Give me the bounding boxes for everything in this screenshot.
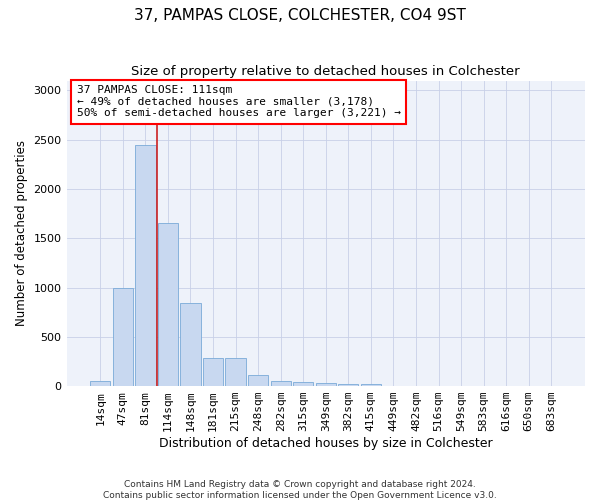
Bar bbox=[338, 384, 358, 386]
Bar bbox=[158, 224, 178, 386]
Bar bbox=[181, 304, 200, 386]
Bar bbox=[226, 358, 246, 386]
Bar bbox=[316, 382, 336, 386]
Text: Contains HM Land Registry data © Crown copyright and database right 2024.
Contai: Contains HM Land Registry data © Crown c… bbox=[103, 480, 497, 500]
Text: 37 PAMPAS CLOSE: 111sqm
← 49% of detached houses are smaller (3,178)
50% of semi: 37 PAMPAS CLOSE: 111sqm ← 49% of detache… bbox=[77, 85, 401, 118]
Bar bbox=[248, 374, 268, 386]
Bar bbox=[361, 384, 381, 386]
Bar bbox=[203, 358, 223, 386]
Y-axis label: Number of detached properties: Number of detached properties bbox=[15, 140, 28, 326]
Bar bbox=[113, 288, 133, 386]
Bar bbox=[271, 380, 291, 386]
Bar bbox=[90, 380, 110, 386]
Bar bbox=[293, 382, 313, 386]
Bar bbox=[135, 144, 155, 386]
Text: 37, PAMPAS CLOSE, COLCHESTER, CO4 9ST: 37, PAMPAS CLOSE, COLCHESTER, CO4 9ST bbox=[134, 8, 466, 22]
Title: Size of property relative to detached houses in Colchester: Size of property relative to detached ho… bbox=[131, 65, 520, 78]
X-axis label: Distribution of detached houses by size in Colchester: Distribution of detached houses by size … bbox=[159, 437, 493, 450]
